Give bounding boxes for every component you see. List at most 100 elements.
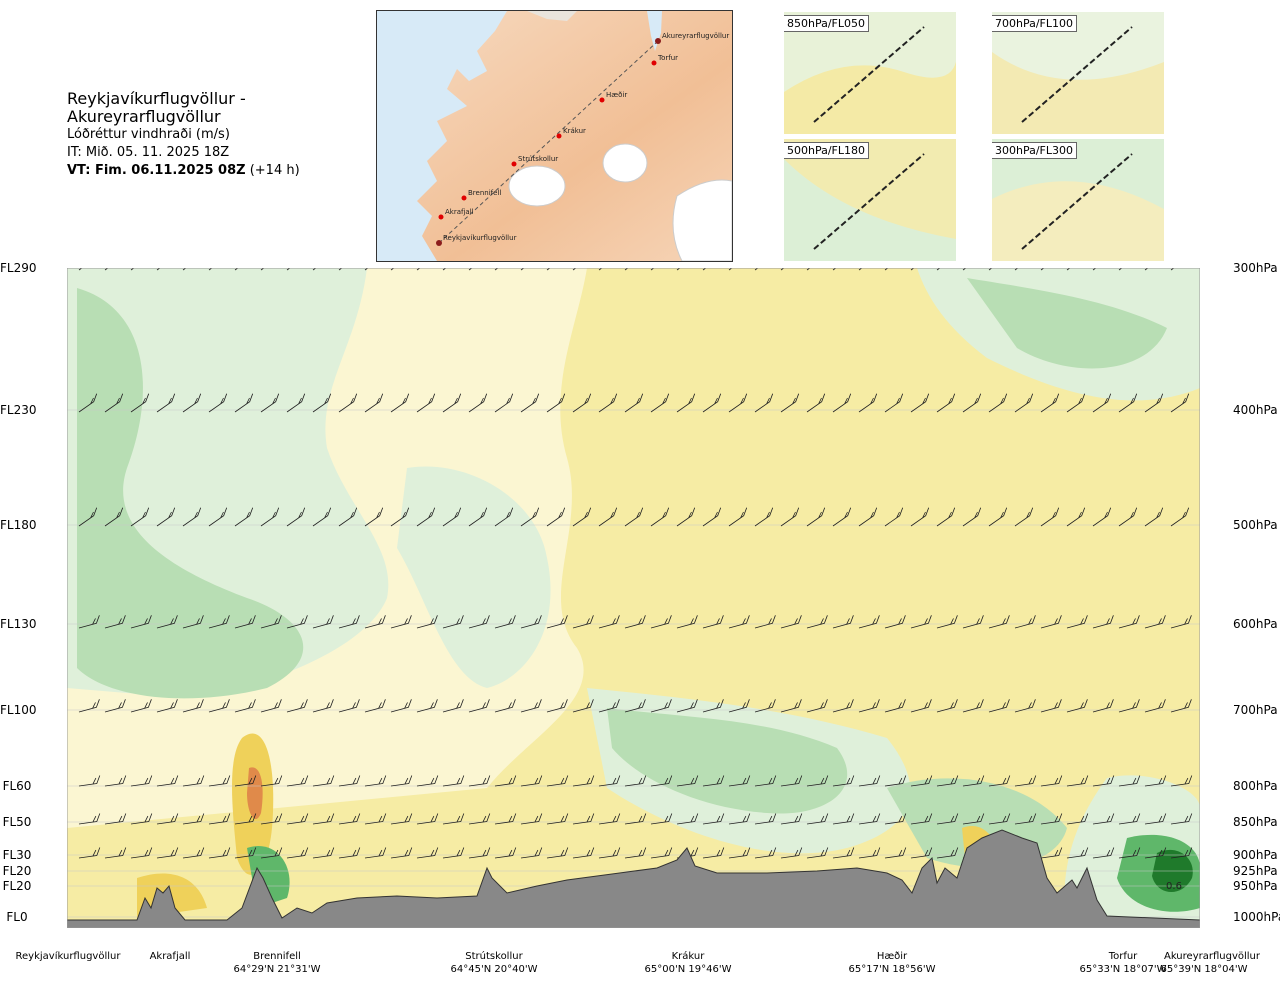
wind-barb [208, 393, 228, 413]
wind-barb [520, 775, 543, 787]
wind-barb [312, 847, 335, 859]
wind-barb [208, 507, 228, 527]
wind-barb [650, 699, 672, 713]
fl-axis-label: FL0 [6, 910, 28, 924]
wind-barb [832, 813, 855, 825]
map-point-label: Strútskollur [518, 155, 558, 163]
wind-barb [780, 847, 803, 859]
wind-barb [598, 847, 621, 859]
title-block: Reykjavíkurflugvöllur - Akureyrarflugvöl… [67, 90, 387, 180]
map-point-label: Akureyrarflugvöllur [662, 32, 729, 40]
field-up-top-right-core [967, 278, 1167, 369]
wind-barb [390, 775, 413, 787]
wind-barb [910, 775, 933, 787]
wind-barb [858, 615, 880, 629]
wind-barb [1092, 615, 1114, 629]
wind-barb [780, 813, 803, 825]
wind-barb [156, 813, 179, 825]
wind-barb [208, 699, 230, 713]
wind-barb [494, 775, 517, 787]
wind-barb [988, 393, 1008, 413]
wind-barb [1092, 813, 1115, 825]
wind-barb [936, 813, 959, 825]
wind-barb [520, 615, 542, 629]
issue-time: IT: Mið. 05. 11. 2025 18Z [67, 145, 230, 160]
thumb-300-label: 300hPa/FL300 [992, 142, 1078, 159]
wind-barb [702, 775, 725, 787]
wind-barb [234, 775, 257, 787]
wind-barb [286, 847, 309, 859]
thumb-850[interactable]: 850hPa/FL050 [784, 12, 956, 134]
wind-barb [1014, 775, 1037, 787]
thumb-500[interactable]: 500hPa/FL180 [784, 139, 956, 261]
wind-barb [858, 507, 878, 527]
wind-barb [754, 699, 776, 713]
thumb-700[interactable]: 700hPa/FL100 [992, 12, 1164, 134]
field-up-valley-core [607, 708, 848, 814]
wind-barb [156, 775, 179, 787]
field-up-left [77, 288, 304, 699]
map-point-marker [511, 161, 517, 167]
wind-barb [910, 507, 930, 527]
wind-barb [780, 699, 802, 713]
wind-barb [546, 699, 568, 713]
map-sea-west [377, 11, 507, 261]
wind-barb [494, 507, 514, 527]
wind-barb [728, 847, 751, 859]
wind-barb [1170, 813, 1193, 825]
wind-barb [130, 615, 152, 629]
wind-barb [208, 813, 231, 825]
wind-barb [702, 507, 722, 527]
hpa-axis-label: 500hPa [1233, 518, 1278, 532]
wind-barb [1092, 393, 1112, 413]
hpa-axis-label: 700hPa [1233, 703, 1278, 717]
fl-axis-label: FL30 [2, 848, 32, 862]
thumb-700-label: 700hPa/FL100 [992, 15, 1078, 32]
station-name: Brennifell [253, 951, 301, 962]
wind-barb [1040, 507, 1060, 527]
wind-barb [936, 507, 956, 527]
wind-barb [1118, 699, 1140, 713]
wind-barb [754, 507, 774, 527]
wind-barb [884, 813, 907, 825]
wind-barb [390, 615, 412, 629]
cross-section-chart: 0.6 [67, 268, 1200, 928]
wind-barb [780, 615, 802, 629]
wind-barb [962, 699, 984, 713]
thumb-500-map [784, 139, 956, 261]
wind-barb [494, 393, 514, 413]
wind-barb [1170, 847, 1193, 859]
hpa-axis-label: 600hPa [1233, 617, 1278, 631]
wind-barb [1014, 393, 1034, 413]
wind-barb [468, 393, 488, 413]
map-glacier-3 [672, 179, 732, 261]
wind-barb [338, 615, 360, 629]
wind-barb [754, 847, 777, 859]
wind-barb [728, 813, 751, 825]
wind-barb [884, 847, 907, 859]
wind-barb [364, 847, 387, 859]
wind-barb [1144, 699, 1166, 713]
wind-barb [650, 615, 672, 629]
wind-barb [182, 847, 205, 859]
wind-barb [676, 393, 696, 413]
wind-barb [910, 615, 932, 629]
wind-barb [936, 699, 958, 713]
wind-barb [962, 393, 982, 413]
wind-barb [572, 615, 594, 629]
wind-barb [572, 507, 592, 527]
thumb-300[interactable]: 300hPa/FL300 [992, 139, 1164, 261]
wind-barb [1170, 699, 1192, 713]
wind-barb [1066, 393, 1086, 413]
wind-barb [234, 393, 254, 413]
wind-barb [442, 507, 462, 527]
map-points: Akureyrarflugvöllur Torfur Hæðir Krákur Strú… [436, 32, 729, 246]
fl-axis-label: FL230 [0, 403, 37, 417]
wind-barb [1014, 813, 1037, 825]
wind-barb [468, 615, 490, 629]
wind-barb [260, 699, 282, 713]
map-point-marker [651, 60, 657, 66]
hpa-axis-label: 950hPa [1233, 879, 1278, 893]
wind-barb [338, 847, 361, 859]
wind-barb [624, 393, 644, 413]
